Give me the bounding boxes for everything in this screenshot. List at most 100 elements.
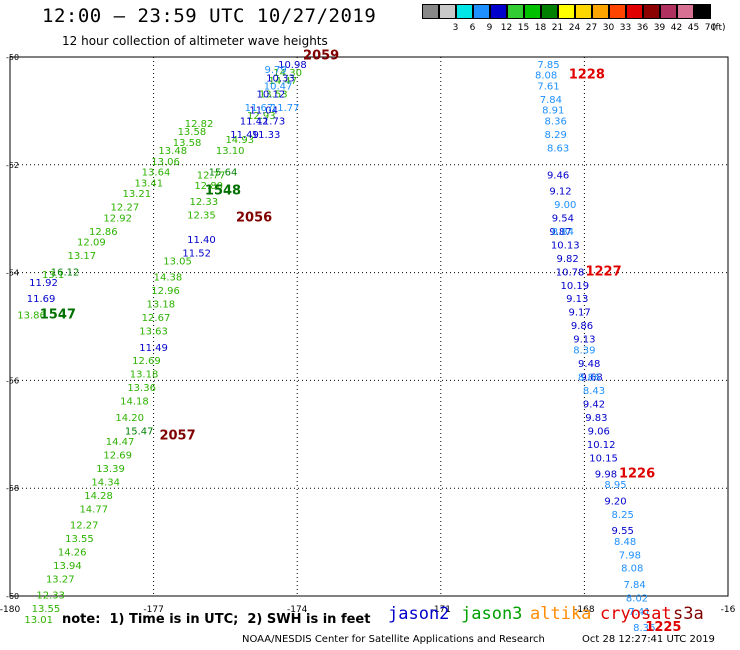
color-scale-label: 15	[517, 23, 530, 33]
wave-height-value: 10.98	[278, 60, 307, 71]
wave-height-value: 13.55	[32, 604, 61, 615]
wave-height-value: 8.25	[612, 510, 634, 521]
y-tick-label: -54	[6, 269, 19, 278]
pass-time-label: 1548	[205, 183, 241, 198]
color-scale-unit: (ft)	[712, 23, 726, 33]
wave-height-value: 15.64	[209, 168, 238, 179]
chart-title: 12:00 – 23:59 UTC 10/27/2019	[42, 5, 377, 27]
color-swatch	[439, 4, 456, 19]
color-scale-label: 70	[704, 23, 717, 33]
legend-jason2: jason2	[388, 604, 450, 624]
color-scale-label: 33	[619, 23, 632, 33]
wave-height-value: 13.63	[139, 327, 168, 338]
y-tick-label: -50	[6, 53, 19, 62]
wave-height-value: 9.12	[549, 186, 571, 197]
legend-altika: altika	[530, 604, 592, 624]
wave-height-value: 16.12	[51, 267, 80, 278]
wave-height-value: 8.48	[614, 537, 636, 548]
y-tick-label: -56	[6, 376, 19, 385]
color-scale-label: 27	[585, 23, 598, 33]
wave-height-value: 10.15	[589, 453, 618, 464]
y-tick-label: -58	[6, 484, 19, 493]
pass-time-label: 2059	[303, 49, 339, 64]
wave-height-value: 9.06	[588, 426, 610, 437]
wave-height-value: 11.40	[187, 235, 216, 246]
wave-height-value: 9.82	[557, 254, 579, 265]
x-tick-label: -174	[287, 605, 308, 615]
color-scale-label: 3	[452, 23, 459, 33]
wave-height-value: 8.63	[547, 143, 569, 154]
wave-height-value: 8.02	[626, 593, 648, 604]
color-scale-label: 30	[602, 23, 615, 33]
wave-height-value: 9.98	[595, 469, 617, 480]
wave-height-value: 14.77	[79, 504, 108, 515]
wave-height-value: 14.34	[91, 478, 120, 489]
pass-time-label: 2057	[159, 429, 195, 444]
color-scale-label: 9	[486, 23, 493, 33]
wave-height-value: 14.28	[84, 491, 113, 502]
wave-height-value: 13.53	[259, 89, 288, 100]
wave-height-value: 11.69	[27, 294, 56, 305]
wave-height-value: 12.96	[151, 286, 180, 297]
wave-height-value: 11.73	[257, 116, 286, 127]
color-swatch	[456, 4, 473, 19]
wave-height-value: 13.18	[130, 370, 159, 381]
wave-height-value: 10.13	[551, 240, 580, 251]
wave-height-value: 15.47	[125, 426, 154, 437]
x-tick-label: -16	[721, 605, 736, 615]
chart-subtitle: 12 hour collection of altimeter wave hei…	[62, 34, 328, 48]
color-scale-label: 36	[636, 23, 649, 33]
wave-height-value: 8.08	[535, 71, 557, 82]
wave-height-value: 11.33	[252, 130, 281, 141]
plot-frame	[9, 56, 729, 597]
wave-height-value: 13.36	[127, 383, 156, 394]
wave-height-value: 10.33	[266, 73, 295, 84]
wave-height-value: 9.00	[554, 200, 576, 211]
wave-height-value: 13.94	[53, 561, 82, 572]
x-tick-label: -168	[574, 605, 595, 615]
pass-time-label: 1225	[645, 620, 681, 635]
color-scale-label: 24	[568, 23, 581, 33]
color-swatch	[507, 4, 524, 19]
wave-height-value: 9.17	[568, 308, 590, 319]
color-scale-label: 39	[653, 23, 666, 33]
wave-height-value: 10.12	[587, 440, 616, 451]
wave-height-value: 12.80	[194, 181, 223, 192]
wave-height-value: 12.92	[103, 213, 132, 224]
wave-height-value: 9.79	[265, 65, 287, 76]
color-swatch	[558, 4, 575, 19]
wave-height-value: 12.93	[247, 111, 276, 122]
color-swatch	[626, 4, 643, 19]
color-swatch	[541, 4, 558, 19]
wave-height-value: 9.68	[580, 372, 602, 383]
wave-height-value: 8.29	[545, 130, 567, 141]
pass-time-label: 1226	[619, 466, 655, 481]
wave-height-value: 14.47	[269, 76, 298, 87]
wave-height-value: 11.67	[245, 103, 274, 114]
legend-s3a: s3a	[673, 604, 704, 624]
wave-height-value: 9.48	[578, 359, 600, 370]
wave-height-value: 8.86	[578, 372, 600, 383]
y-tick-label: -52	[6, 161, 19, 170]
wave-height-value: 13.17	[67, 251, 96, 262]
wave-height-value: 7.41	[628, 607, 650, 618]
wave-height-value: 9.13	[573, 335, 595, 346]
wave-height-value: 13.41	[134, 178, 163, 189]
wave-height-value: 12.69	[103, 451, 132, 462]
wave-height-value: 12.35	[187, 211, 216, 222]
wave-height-value: 11.49	[230, 130, 259, 141]
wave-height-value: 12.33	[36, 591, 65, 602]
wave-height-value: 10.12	[257, 89, 286, 100]
legend-cryosat: cryosat	[600, 604, 672, 624]
wave-height-value: 10.78	[556, 267, 585, 278]
color-swatch	[575, 4, 592, 19]
wave-height-value: 12.69	[132, 356, 161, 367]
wave-height-value: 13.39	[96, 464, 125, 475]
pass-time-label: 1227	[585, 264, 621, 279]
wave-height-value: 14.93	[225, 135, 254, 146]
wave-height-value: 14.20	[115, 413, 144, 424]
color-scale-label: 21	[551, 23, 564, 33]
wave-height-value: 8.91	[542, 106, 564, 117]
wave-height-value: 12.09	[77, 238, 106, 249]
